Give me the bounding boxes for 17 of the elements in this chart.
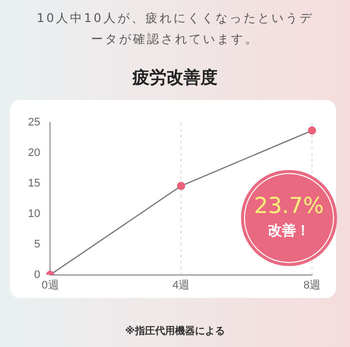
point	[177, 182, 186, 190]
annotation: 改善！	[267, 222, 311, 240]
chart-subtitle: 10人中10人が、疲れにくくなったというデータが確認されています。	[36, 10, 314, 48]
x-tick-label: 0週	[42, 279, 59, 292]
x-tick-label: 4週	[172, 279, 190, 292]
y-tick-label: 10	[28, 208, 40, 220]
circle-badge: 23.7% 改善！	[241, 170, 337, 266]
text: ※指圧代用機器による	[124, 324, 226, 338]
y-tick-label: 5	[34, 238, 40, 250]
annotation: 23.7%	[253, 194, 325, 219]
y-tick-label: 25	[28, 116, 40, 129]
chart-title: 疲労改善度	[131, 67, 218, 89]
point	[308, 126, 316, 135]
y-tick-label: 0	[34, 268, 40, 281]
x-tick-label: 8週	[303, 279, 321, 292]
y-tick-label: 15	[28, 178, 40, 190]
y-tick-label: 20	[28, 147, 40, 160]
